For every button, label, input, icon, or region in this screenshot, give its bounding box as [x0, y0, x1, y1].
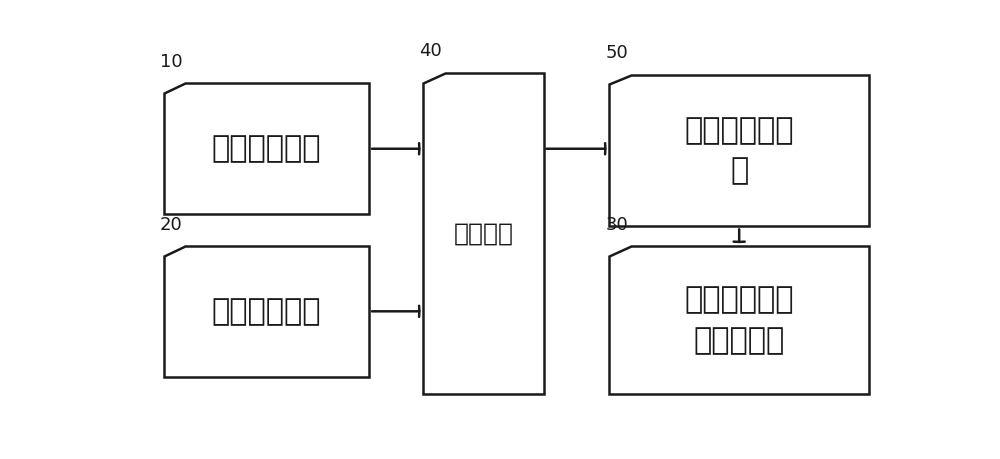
Text: 10: 10: [160, 53, 182, 71]
Text: 主控电路: 主控电路: [453, 222, 513, 246]
Polygon shape: [423, 73, 544, 394]
Polygon shape: [164, 84, 369, 214]
Text: 过零检测电路: 过零检测电路: [212, 134, 321, 163]
Text: 可控硅触发电
路: 可控硅触发电 路: [684, 116, 794, 185]
Text: 20: 20: [160, 216, 183, 234]
Text: 单相可控硅反
向并联电路: 单相可控硅反 向并联电路: [684, 285, 794, 355]
Text: 50: 50: [606, 44, 628, 62]
Polygon shape: [609, 74, 869, 226]
Text: 30: 30: [606, 216, 628, 234]
Text: 偏差判断电路: 偏差判断电路: [212, 297, 321, 326]
Polygon shape: [609, 246, 869, 394]
Polygon shape: [164, 246, 369, 377]
Text: 40: 40: [420, 42, 442, 61]
